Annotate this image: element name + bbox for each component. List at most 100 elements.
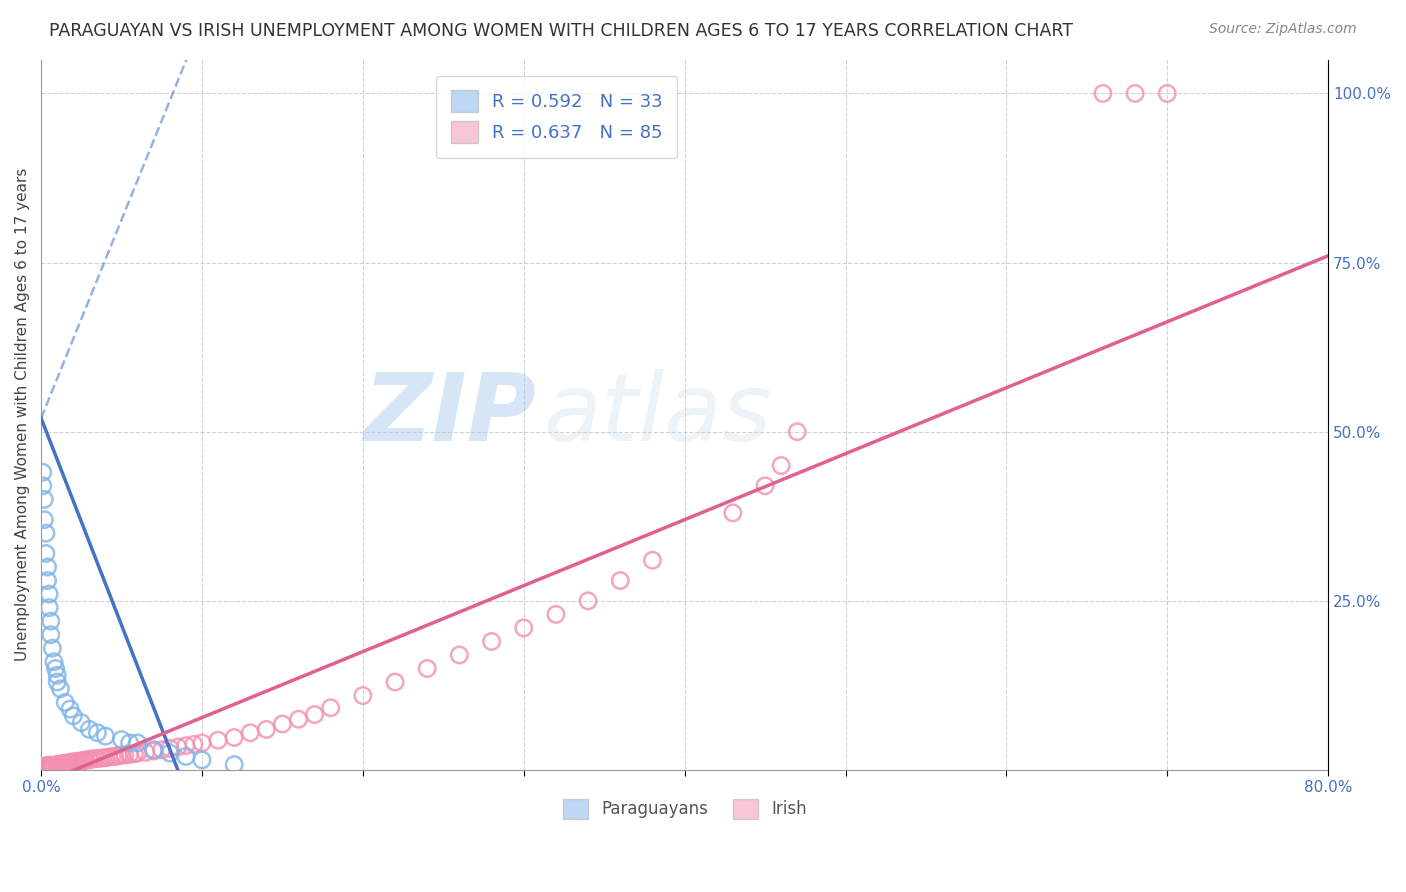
Point xyxy=(65,755,87,769)
Point xyxy=(39,614,62,628)
Point xyxy=(118,747,141,762)
Point xyxy=(35,759,58,773)
Point xyxy=(46,675,69,690)
Point xyxy=(271,717,294,731)
Point xyxy=(224,731,246,745)
Point xyxy=(62,755,84,769)
Point xyxy=(35,759,58,773)
Point xyxy=(58,756,80,771)
Point xyxy=(70,715,93,730)
Point xyxy=(72,754,94,768)
Point xyxy=(42,758,65,772)
Point xyxy=(39,628,62,642)
Point xyxy=(37,759,59,773)
Point xyxy=(31,479,53,493)
Point xyxy=(38,587,60,601)
Point xyxy=(59,702,82,716)
Point xyxy=(786,425,808,439)
Point xyxy=(416,661,439,675)
Point xyxy=(49,681,72,696)
Point xyxy=(91,751,114,765)
Point xyxy=(46,757,69,772)
Point xyxy=(174,749,197,764)
Text: PARAGUAYAN VS IRISH UNEMPLOYMENT AMONG WOMEN WITH CHILDREN AGES 6 TO 17 YEARS CO: PARAGUAYAN VS IRISH UNEMPLOYMENT AMONG W… xyxy=(49,22,1073,40)
Point xyxy=(79,752,101,766)
Point xyxy=(118,736,141,750)
Point xyxy=(34,492,56,507)
Point xyxy=(38,758,60,772)
Point xyxy=(449,648,471,662)
Point xyxy=(107,748,129,763)
Point xyxy=(75,753,97,767)
Point xyxy=(62,755,84,769)
Point xyxy=(31,465,53,479)
Point xyxy=(63,755,86,769)
Point xyxy=(97,750,120,764)
Text: atlas: atlas xyxy=(543,369,772,460)
Point xyxy=(319,700,342,714)
Point xyxy=(41,641,63,656)
Point xyxy=(127,736,149,750)
Point xyxy=(45,661,67,675)
Point xyxy=(73,754,96,768)
Point xyxy=(127,746,149,760)
Point xyxy=(52,756,75,771)
Point xyxy=(254,723,277,737)
Point xyxy=(62,709,84,723)
Point xyxy=(38,600,60,615)
Point xyxy=(35,547,58,561)
Point xyxy=(1091,87,1114,101)
Point xyxy=(159,741,181,756)
Point xyxy=(60,756,83,770)
Point xyxy=(544,607,567,622)
Point xyxy=(67,754,90,768)
Point xyxy=(37,574,59,588)
Point xyxy=(87,751,110,765)
Point xyxy=(53,695,76,709)
Point xyxy=(94,729,117,743)
Point xyxy=(56,756,79,771)
Point xyxy=(641,553,664,567)
Point xyxy=(94,751,117,765)
Point xyxy=(1123,87,1146,101)
Y-axis label: Unemployment Among Women with Children Ages 6 to 17 years: Unemployment Among Women with Children A… xyxy=(15,168,30,662)
Point xyxy=(41,759,63,773)
Point xyxy=(79,753,101,767)
Point xyxy=(352,689,374,703)
Point xyxy=(513,621,536,635)
Point xyxy=(86,726,108,740)
Point xyxy=(39,758,62,772)
Point xyxy=(174,739,197,753)
Point xyxy=(287,712,309,726)
Point xyxy=(576,594,599,608)
Text: ZIP: ZIP xyxy=(364,368,537,461)
Point xyxy=(53,756,76,771)
Point xyxy=(38,759,60,773)
Point xyxy=(41,758,63,772)
Point xyxy=(150,742,173,756)
Point xyxy=(609,574,631,588)
Legend: Paraguayans, Irish: Paraguayans, Irish xyxy=(555,792,814,826)
Point xyxy=(37,759,59,773)
Point xyxy=(191,753,214,767)
Point xyxy=(754,479,776,493)
Point xyxy=(481,634,503,648)
Point xyxy=(110,732,132,747)
Point xyxy=(35,526,58,541)
Point xyxy=(34,513,56,527)
Point xyxy=(53,756,76,771)
Point xyxy=(37,560,59,574)
Point xyxy=(159,746,181,760)
Point xyxy=(46,668,69,682)
Point xyxy=(142,742,165,756)
Point xyxy=(31,759,53,773)
Point xyxy=(770,458,793,473)
Point xyxy=(46,757,69,772)
Point xyxy=(82,752,104,766)
Point xyxy=(239,726,262,740)
Point xyxy=(721,506,744,520)
Point xyxy=(79,723,101,737)
Text: Source: ZipAtlas.com: Source: ZipAtlas.com xyxy=(1209,22,1357,37)
Point xyxy=(1156,87,1178,101)
Point xyxy=(384,675,406,690)
